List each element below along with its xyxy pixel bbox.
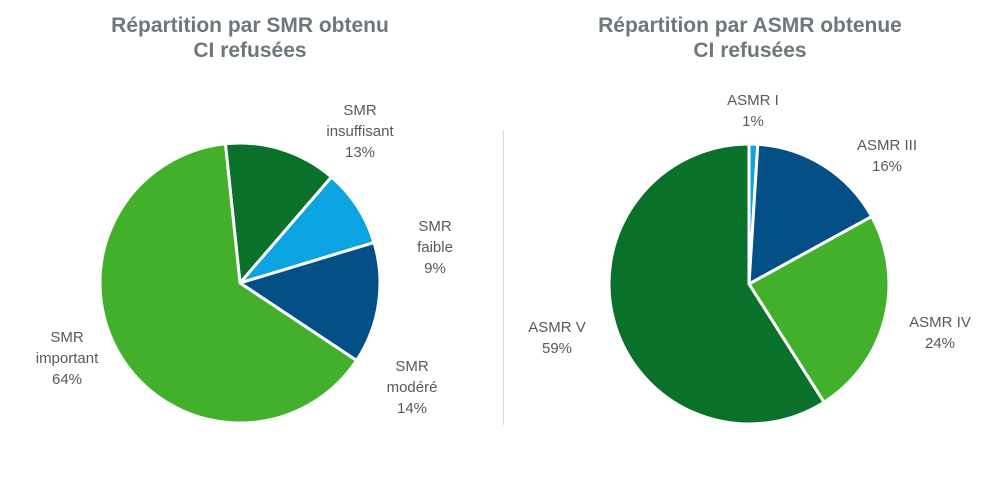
slice-label: ASMR IV 24% xyxy=(909,312,971,354)
chart-title-line-1: Répartition par ASMR obtenue xyxy=(598,14,902,37)
pie-slice xyxy=(238,241,382,362)
slice-label-text: ASMR I xyxy=(727,92,779,109)
slice-percent: 1% xyxy=(742,113,764,130)
slice-label-text: SMR xyxy=(395,358,429,375)
slice-label-text: SMR xyxy=(50,329,84,346)
slice-label-text: modéré xyxy=(386,379,438,396)
slice-percent: 16% xyxy=(871,158,903,175)
pie-slice xyxy=(747,142,874,286)
slice-label-text: SMR xyxy=(418,218,452,235)
slice-percent: 14% xyxy=(396,400,428,417)
chart-title: Répartition par ASMR obtenue CI refusées xyxy=(500,13,1000,63)
pie-slice xyxy=(98,142,359,425)
slice-label-text: SMR xyxy=(343,102,377,119)
slice-percent: 13% xyxy=(344,144,376,161)
chart-smr: Répartition par SMR obtenu CI refusées S… xyxy=(0,13,500,425)
pie-chart-smr xyxy=(98,141,382,425)
slice-label: SMR important 64% xyxy=(36,327,99,390)
pie-slice xyxy=(607,142,826,426)
chart-title: Répartition par SMR obtenu CI refusées xyxy=(0,13,500,63)
slice-label: SMR modéré 14% xyxy=(387,356,438,419)
chart-title-line-1: Répartition par SMR obtenu xyxy=(111,14,389,37)
slice-label-text: ASMR IV xyxy=(909,314,971,331)
slice-label: ASMR I 1% xyxy=(727,90,779,132)
pie-slice xyxy=(238,175,376,285)
slice-percent: 9% xyxy=(424,260,446,277)
slice-label: ASMR III 16% xyxy=(857,135,917,177)
slice-percent: 59% xyxy=(541,340,573,357)
divider xyxy=(503,130,504,425)
slice-percent: 24% xyxy=(924,335,956,352)
pie-slice xyxy=(747,215,891,404)
chart-asmr: Répartition par ASMR obtenue CI refusées… xyxy=(500,0,1000,492)
chart-title-line-2: CI refusées xyxy=(193,39,307,62)
slice-label-text: important xyxy=(35,350,99,367)
pie-chart-asmr xyxy=(607,142,891,426)
slice-label: SMR insuffisant 13% xyxy=(326,100,393,163)
slice-label-text: insuffisant xyxy=(326,123,394,140)
slice-label: SMR faible 9% xyxy=(417,216,453,279)
pie-slice xyxy=(223,141,333,285)
slice-label: ASMR V 59% xyxy=(528,317,586,359)
chart-title-line-2: CI refusées xyxy=(693,39,807,62)
slice-percent: 64% xyxy=(51,371,83,388)
slice-label-text: ASMR V xyxy=(528,319,586,336)
slice-label-text: ASMR III xyxy=(856,137,918,154)
slice-label-text: faible xyxy=(417,239,453,256)
